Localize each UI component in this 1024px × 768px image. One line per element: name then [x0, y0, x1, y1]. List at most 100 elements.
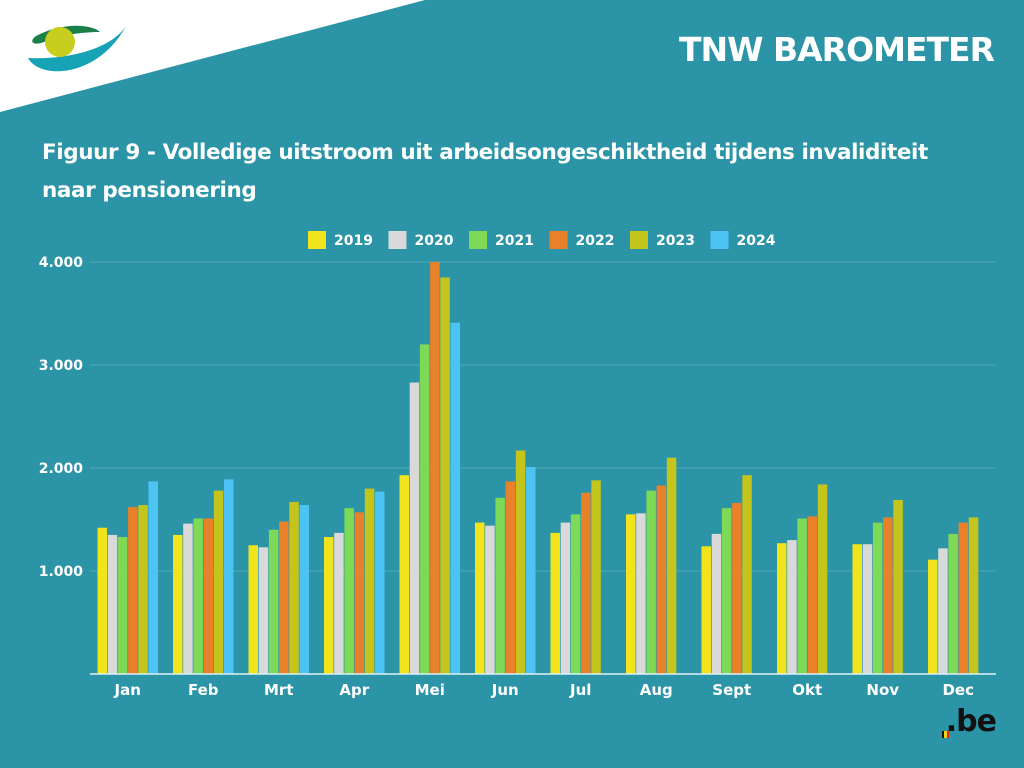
x-tick-label: Jul [569, 681, 591, 699]
bar-2022-jan [128, 507, 138, 674]
legend-label: 2020 [415, 233, 454, 249]
bar-2023-jan [138, 505, 148, 674]
bar-2024-apr [375, 491, 385, 674]
bar-2021-okt [797, 518, 807, 674]
be-logo: .be [941, 704, 997, 739]
bar-2019-nov [852, 544, 862, 674]
chart-title: Figuur 9 - Volledige uitstroom uit arbei… [42, 134, 992, 210]
bar-2020-jan [107, 534, 118, 674]
bar-2022-okt [807, 516, 818, 674]
bar-2020-mei [409, 382, 420, 674]
x-tick-label: Mrt [264, 681, 294, 699]
bar-2021-nov [872, 522, 883, 674]
bar-2023-apr [364, 488, 375, 674]
x-tick-label: Apr [339, 681, 369, 699]
y-tick-label: 4.000 [39, 255, 84, 271]
bar-2023-mei [440, 277, 450, 674]
bar-2021-sept [721, 508, 732, 674]
legend-label: 2022 [576, 233, 615, 249]
bar-2024-mei [450, 322, 460, 674]
gridlines [90, 261, 996, 572]
legend-label: 2019 [334, 233, 373, 249]
bar-2021-jan [117, 537, 128, 674]
bar-2024-jan [148, 481, 158, 674]
bar-2021-dec [948, 533, 958, 674]
bar-2020-nov [862, 544, 873, 674]
bar-2024-feb [224, 479, 234, 674]
bar-2019-sept [701, 546, 711, 674]
bar-2020-feb [183, 523, 193, 674]
bar-2020-okt [787, 540, 797, 674]
bar-2022-feb [203, 518, 214, 674]
y-tick-label: 3.000 [39, 358, 84, 374]
bar-2023-okt [817, 484, 828, 674]
legend-swatch [388, 231, 407, 249]
bar-2021-mei [419, 344, 430, 674]
bar-2021-apr [344, 508, 354, 674]
bar-2019-mrt [248, 545, 258, 674]
chart-title-line-1: Figuur 9 - Volledige uitstroom uit arbei… [42, 140, 928, 165]
bar-2021-aug [646, 490, 656, 674]
bar-2022-mei [430, 262, 440, 674]
bar-2023-mrt [289, 501, 299, 674]
bar-2022-nov [883, 517, 893, 674]
legend-label: 2024 [737, 233, 776, 249]
bar-2022-aug [656, 485, 667, 674]
x-tick-label: Sept [712, 681, 751, 699]
bars [97, 262, 979, 674]
x-axis-ticks: Jan Feb Mrt Apr Mei Jun Jul Aug Sept Okt Nov Dec [114, 681, 974, 699]
bar-2022-mrt [279, 521, 289, 674]
bar-2020-mrt [258, 547, 269, 674]
flag-dot-icon [941, 731, 949, 738]
bar-2023-jun [515, 450, 526, 674]
corner-banner [0, 0, 425, 112]
bar-2022-dec [958, 522, 969, 674]
be-logo-text: .be [945, 704, 997, 739]
bar-2023-feb [213, 490, 224, 674]
bar-2024-mrt [299, 505, 309, 674]
y-axis-ticks: 1.000 2.000 3.000 4.000 [39, 255, 84, 580]
y-tick-label: 2.000 [39, 461, 84, 477]
bar-2021-feb [193, 518, 203, 674]
bar-2023-aug [666, 457, 677, 674]
bar-2021-jul [570, 514, 581, 674]
x-tick-label: Jun [491, 681, 519, 699]
bar-2019-dec [928, 559, 938, 674]
bar-2023-nov [893, 499, 903, 674]
x-tick-label: Feb [188, 681, 219, 699]
bar-2023-dec [968, 517, 979, 674]
legend-swatch [308, 231, 326, 249]
bar-2020-jun [485, 525, 495, 674]
legend-swatch [710, 231, 729, 249]
legend-swatch [549, 231, 568, 249]
legend-swatch [469, 231, 487, 249]
x-tick-label: Nov [866, 681, 899, 699]
bar-2022-jul [581, 492, 591, 674]
bar-2022-sept [732, 503, 742, 674]
bar-2019-aug [626, 514, 636, 674]
bar-2019-jun [475, 522, 485, 674]
bar-2020-apr [334, 532, 344, 674]
y-tick-label: 1.000 [39, 564, 84, 580]
bar-2019-okt [777, 543, 787, 674]
bar-2023-sept [742, 475, 752, 674]
bar-2020-jul [560, 522, 571, 674]
bar-2019-jan [97, 527, 107, 674]
bar-2019-apr [324, 537, 334, 674]
bar-2021-mrt [268, 529, 279, 674]
bar-2019-feb [173, 534, 183, 674]
x-tick-label: Jan [114, 681, 141, 699]
brand-title: TNW BAROMETER [678, 30, 995, 69]
bar-2020-aug [636, 513, 646, 674]
x-tick-label: Aug [640, 681, 673, 699]
logo-icon [28, 25, 126, 72]
bar-2022-apr [354, 512, 365, 674]
bar-2020-dec [938, 548, 948, 674]
bar-2020-sept [711, 533, 722, 674]
chart-title-line-2: naar pensionering [42, 178, 257, 203]
x-tick-label: Mei [415, 681, 445, 699]
legend-label: 2021 [495, 233, 534, 249]
bar-2019-jul [550, 532, 560, 674]
bar-2022-jun [505, 481, 516, 674]
